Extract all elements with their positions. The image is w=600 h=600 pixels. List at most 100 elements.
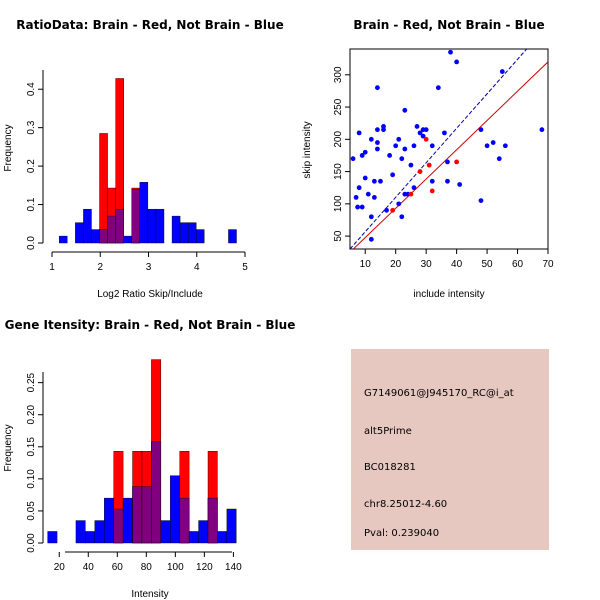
intensity-x-tick-label: 60 bbox=[112, 562, 124, 573]
info-panel: G7149061@J945170_RC@i_at alt5Prime BC018… bbox=[351, 349, 549, 550]
scatter-x-label: include intensity bbox=[413, 289, 484, 300]
notbrain-point bbox=[359, 204, 365, 210]
ratio-histogram-title: RatioData: Brain - Red, Not Brain - Blue bbox=[16, 18, 283, 32]
notbrain-point bbox=[375, 127, 380, 133]
intensity-bar-overlap bbox=[113, 508, 124, 544]
scatter-x-ticks: 10 20 30 40 50 60 70 bbox=[360, 249, 554, 270]
ratio-bar-notbrain bbox=[171, 215, 181, 244]
ratio-bar-notbrain bbox=[228, 229, 237, 244]
ratio-bars bbox=[59, 78, 237, 244]
intensity-x-tick-label: 80 bbox=[141, 562, 153, 573]
notbrain-point bbox=[378, 178, 383, 184]
notbrain-point bbox=[359, 153, 365, 158]
ratio-bar-notbrain bbox=[187, 222, 197, 244]
brain-point bbox=[423, 136, 429, 142]
ratio-x-tick-label: 2 bbox=[97, 262, 103, 273]
notbrain-point bbox=[353, 194, 359, 200]
notbrain-point bbox=[399, 214, 405, 220]
notbrain-point bbox=[539, 127, 545, 133]
notbrain-fit-line bbox=[350, 49, 528, 249]
brain-point bbox=[390, 207, 396, 213]
notbrain-point bbox=[478, 198, 484, 204]
ratio-histogram-panel: RatioData: Brain - Red, Not Brain - Blue… bbox=[3, 18, 284, 300]
scatter-fit-lines bbox=[350, 49, 548, 249]
scatter-y-tick-label: 200 bbox=[333, 131, 344, 148]
probe-id: G7149061@J945170_RC@i_at bbox=[364, 388, 514, 399]
notbrain-point bbox=[496, 156, 502, 162]
ratio-x-tick-label: 1 bbox=[49, 262, 55, 273]
intensity-bar-notbrain bbox=[160, 520, 171, 544]
notbrain-point bbox=[368, 236, 374, 242]
intensity-bars bbox=[47, 359, 237, 544]
notbrain-point bbox=[396, 136, 402, 142]
notbrain-point bbox=[365, 191, 371, 197]
notbrain-point bbox=[375, 140, 380, 145]
notbrain-point bbox=[448, 49, 453, 55]
notbrain-point bbox=[429, 143, 435, 149]
notbrain-point bbox=[423, 127, 429, 133]
ratio-bar-notbrain bbox=[155, 208, 165, 244]
intensity-bar-notbrain bbox=[75, 520, 86, 544]
ratio-bar-overlap bbox=[107, 215, 116, 244]
notbrain-point bbox=[484, 143, 490, 149]
ratio-bar-notbrain bbox=[83, 208, 92, 244]
notbrain-point bbox=[499, 69, 505, 74]
intensity-bar-overlap bbox=[141, 486, 152, 544]
intensity-bar-notbrain bbox=[104, 497, 114, 544]
brain-fit-line bbox=[352, 61, 548, 249]
intensity-y-tick-label: 0.00 bbox=[26, 533, 37, 553]
intensity-bar-overlap bbox=[132, 486, 143, 544]
notbrain-point bbox=[435, 85, 441, 91]
ratio-y-tick-label: 0.2 bbox=[26, 159, 37, 173]
notbrain-point bbox=[381, 127, 386, 133]
ratio-y-label: Frequency bbox=[3, 124, 14, 171]
notbrain-point bbox=[368, 214, 374, 220]
scatter-x-tick-label: 70 bbox=[542, 259, 554, 270]
notbrain-point bbox=[362, 175, 368, 181]
intensity-x-tick-label: 100 bbox=[167, 562, 184, 573]
ratio-bar-notbrain bbox=[91, 229, 100, 244]
brain-point bbox=[454, 159, 460, 165]
ratio-bar-notbrain bbox=[123, 235, 132, 244]
notbrain-point bbox=[442, 130, 447, 136]
ratio-y-tick-label: 0.0 bbox=[26, 236, 37, 250]
scatter-plot-box bbox=[349, 48, 549, 250]
intensity-bar-notbrain bbox=[217, 531, 228, 544]
intensity-histogram-title: Gene Itensity: Brain - Red, Not Brain - … bbox=[5, 318, 296, 332]
notbrain-point bbox=[390, 172, 396, 178]
notbrain-point bbox=[429, 178, 435, 184]
notbrain-point bbox=[478, 127, 484, 133]
ratio-x-tick-label: 4 bbox=[194, 262, 200, 273]
intensity-y-label: Frequency bbox=[3, 424, 14, 471]
scatter-y-tick-label: 100 bbox=[333, 195, 344, 212]
notbrain-point bbox=[417, 130, 423, 136]
ratio-x-label: Log2 Ratio Skip/Include bbox=[97, 289, 203, 300]
scatter-x-tick-label: 10 bbox=[360, 259, 372, 270]
notbrain-point bbox=[399, 156, 405, 162]
notbrain-point bbox=[445, 159, 450, 165]
intensity-bar-overlap bbox=[151, 441, 162, 544]
ratio-bar-notbrain bbox=[75, 222, 84, 244]
notbrain-point bbox=[384, 207, 389, 213]
scatter-y-ticks: 50 100 150 200 250 300 bbox=[333, 66, 350, 242]
notbrain-point bbox=[420, 133, 426, 139]
intensity-y-tick-label: 0.20 bbox=[26, 405, 37, 425]
intensity-bar-notbrain bbox=[122, 497, 133, 544]
scatter-y-tick-label: 300 bbox=[333, 66, 344, 83]
ratio-y-tick-label: 0.3 bbox=[26, 120, 37, 134]
scatter-x-tick-label: 60 bbox=[512, 259, 524, 270]
scatter-y-label: skip intensity bbox=[302, 121, 313, 178]
intensity-bar-notbrain bbox=[170, 475, 180, 544]
notbrain-point bbox=[411, 143, 417, 149]
ratio-bar-notbrain bbox=[147, 208, 157, 244]
intensity-x-ticks: 20 40 60 80 100 120 140 bbox=[54, 552, 242, 573]
notbrain-point bbox=[387, 153, 392, 158]
ratio-y-ticks: 0.0 0.1 0.2 0.3 0.4 bbox=[26, 82, 43, 250]
scatter-x-tick-label: 30 bbox=[421, 259, 433, 270]
scatter-title: Brain - Red, Not Brain - Blue bbox=[353, 18, 544, 32]
brain-point bbox=[426, 162, 432, 168]
intensity-y-tick-label: 0.10 bbox=[26, 469, 37, 489]
event-type: alt5Prime bbox=[364, 426, 412, 437]
notbrain-point bbox=[402, 146, 408, 152]
